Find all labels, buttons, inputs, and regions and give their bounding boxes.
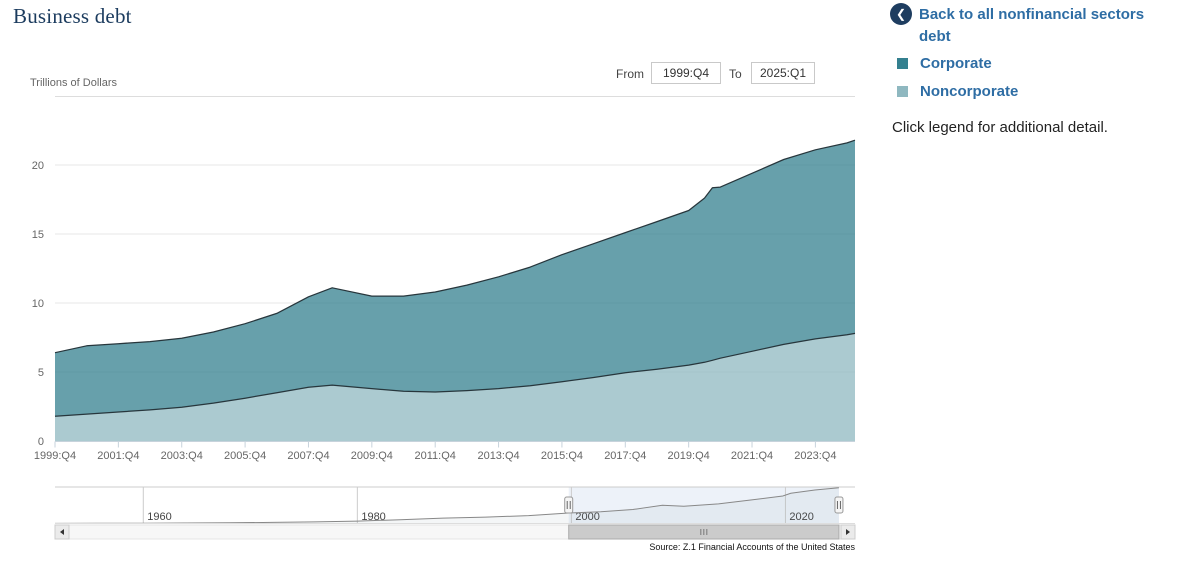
back-link-label: Back to all nonfinancial sectors debt (919, 6, 1145, 45)
x-tick-label: 2011:Q4 (415, 450, 456, 462)
x-tick-label: 2023:Q4 (794, 450, 836, 462)
x-tick-label: 2017:Q4 (604, 450, 646, 462)
corporate-total-line (54, 139, 856, 354)
y-tick-label: 5 (38, 367, 44, 379)
to-label: To (729, 67, 742, 81)
arrow-left-icon (60, 529, 64, 535)
x-tick-label: 2015:Q4 (541, 450, 583, 462)
navigator-handle-right[interactable] (834, 496, 844, 514)
corporate-swatch-icon (897, 58, 908, 69)
navigator-year-label: 2000 (575, 511, 599, 523)
x-tick-label: 2009:Q4 (351, 450, 393, 462)
navigator-year-label: 2020 (789, 511, 813, 523)
source-attribution: Source: Z.1 Financial Accounts of the Un… (649, 542, 855, 552)
navigator-selected-range[interactable] (568, 487, 839, 525)
x-tick-label: 2019:Q4 (668, 450, 710, 462)
from-label: From (616, 67, 644, 81)
chevron-left-glyph: ❮ (895, 7, 907, 21)
navigator-handle-left[interactable] (564, 496, 574, 514)
noncorporate-area[interactable] (55, 333, 855, 441)
noncorporate-line (54, 332, 856, 417)
navigator-area (55, 487, 839, 524)
y-tick-label: 0 (38, 436, 44, 448)
legend-label-noncorporate: Noncorporate (920, 83, 1019, 100)
arrow-right-icon (846, 529, 850, 535)
chevron-left-icon[interactable]: ❮ (890, 3, 912, 25)
header-divider (55, 96, 855, 97)
x-tick-label: 2003:Q4 (161, 450, 203, 462)
corporate-area[interactable] (55, 140, 855, 417)
noncorporate-swatch-icon (897, 86, 908, 97)
legend-label-corporate: Corporate (920, 55, 992, 72)
business-debt-stacked-area-chart[interactable]: 1999:Q4 2001:Q4 2003:Q4 2005:Q4 2007:Q4 2009:… (0, 100, 870, 573)
x-tick-label: 2013:Q4 (477, 450, 519, 462)
to-date-input[interactable] (751, 62, 815, 84)
from-date-input[interactable] (651, 62, 721, 84)
x-tick-label: 2005:Q4 (224, 450, 266, 462)
x-tick-label: 1999:Q4 (34, 450, 76, 462)
page-title: Business debt (13, 4, 132, 28)
y-tick-label: 15 (32, 229, 44, 241)
y-tick-label: 20 (32, 160, 44, 172)
legend-item-corporate[interactable]: Corporate (897, 55, 992, 72)
x-tick-label: 2001:Q4 (97, 450, 139, 462)
navigator-series-line (54, 487, 839, 524)
back-to-all-sectors-link[interactable]: ❮ Back to all nonfinancial sectors debt (890, 3, 1171, 48)
x-tick-label: 2007:Q4 (287, 450, 329, 462)
legend-item-noncorporate[interactable]: Noncorporate (897, 83, 1018, 100)
legend-instruction-text: Click legend for additional detail. (892, 119, 1108, 136)
navigator-year-label: 1960 (147, 511, 171, 523)
x-tick-label: 2021:Q4 (731, 450, 773, 462)
y-tick-label: 10 (32, 298, 44, 310)
y-axis-title: Trillions of Dollars (30, 77, 118, 89)
